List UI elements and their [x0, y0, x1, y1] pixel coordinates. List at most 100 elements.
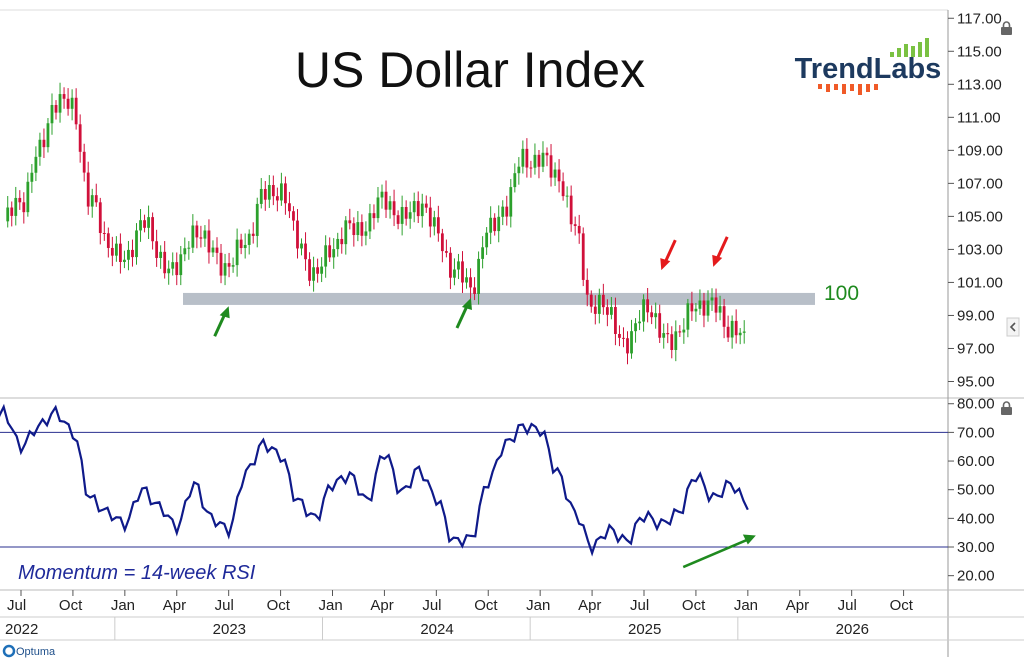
- price-candle: [585, 279, 589, 295]
- price-candle: [622, 337, 625, 339]
- price-candle: [332, 249, 336, 258]
- price-candle: [444, 251, 448, 253]
- price-candle: [147, 217, 150, 228]
- price-candle: [549, 155, 553, 178]
- month-tick-label: Oct: [267, 597, 291, 614]
- brand-logo-text: TrendLabs: [795, 53, 942, 85]
- year-label: 2026: [836, 621, 869, 638]
- resistance-test-arrowhead: [712, 254, 723, 267]
- price-candle: [215, 247, 219, 253]
- price-candle: [626, 338, 629, 354]
- month-tick-label: Oct: [682, 597, 706, 614]
- price-candle: [54, 105, 58, 113]
- month-tick-label: Jan: [526, 597, 550, 614]
- price-candle: [360, 222, 364, 236]
- brand-logo-bars-icon: [818, 38, 929, 95]
- price-candle: [151, 217, 155, 242]
- price-candle: [167, 268, 171, 274]
- price-candle: [593, 306, 597, 314]
- price-candle: [513, 173, 517, 188]
- price-candle: [432, 217, 436, 227]
- price-candle: [70, 97, 74, 109]
- month-tick-label: Apr: [578, 597, 601, 614]
- chart-title: US Dollar Index: [295, 42, 645, 98]
- price-panel: 117.00 115.00 113.00 111.00 109.00 107.00 105.…: [0, 9, 1024, 657]
- rsi-axis-tick-label: 60.00: [957, 453, 995, 470]
- price-candle: [340, 238, 344, 245]
- price-candle: [62, 94, 66, 99]
- date-axis: Jul Oct Jan Apr Jul Oct Jan Apr Jul Oct Jan Apr Jul O…: [0, 590, 1024, 641]
- price-candle: [638, 321, 641, 324]
- price-candle: [489, 217, 493, 233]
- price-candle: [300, 243, 303, 249]
- price-candle: [666, 333, 670, 335]
- price-candle: [352, 223, 356, 236]
- price-candle: [376, 197, 380, 219]
- lock-icon[interactable]: [1001, 21, 1012, 35]
- price-candle: [646, 299, 650, 313]
- price-candle: [316, 267, 320, 274]
- price-candle: [461, 261, 464, 283]
- price-axis-tick-label: 117.00: [957, 10, 1002, 27]
- price-candle: [569, 195, 573, 225]
- month-tick-label: Jul: [838, 597, 857, 614]
- price-candle: [505, 206, 509, 217]
- price-axis-tick-label: 105.00: [957, 208, 1003, 225]
- price-candle: [573, 224, 577, 226]
- price-candle: [312, 267, 315, 281]
- price-candle: [78, 124, 82, 152]
- price-candle: [42, 139, 46, 148]
- price-candle: [630, 331, 633, 354]
- month-tick-label: Oct: [890, 597, 914, 614]
- month-tick-label: Jan: [734, 597, 758, 614]
- price-candle: [219, 252, 223, 276]
- rsi-panel: 80.00 70.00 60.00 50.00 40.00 30.00 20.00: [0, 396, 1024, 591]
- price-candle: [46, 123, 50, 148]
- month-tick-label: Jul: [630, 597, 649, 614]
- price-candle: [372, 213, 376, 219]
- price-candle: [98, 202, 102, 234]
- price-candle: [440, 233, 444, 252]
- price-candle: [255, 203, 259, 236]
- support-bounce-arrowhead: [219, 306, 230, 319]
- price-candle: [279, 183, 283, 201]
- price-candle: [127, 249, 130, 260]
- price-candle: [30, 172, 34, 182]
- price-candle: [308, 259, 311, 281]
- price-candle: [408, 212, 412, 219]
- rsi-divergence-arrow: [682, 538, 749, 569]
- month-tick-label: Jul: [215, 597, 234, 614]
- price-candle: [686, 303, 690, 330]
- price-candle: [424, 203, 428, 208]
- price-candle: [714, 297, 718, 313]
- price-candle: [271, 185, 275, 197]
- price-candle: [738, 332, 742, 336]
- price-candle: [267, 185, 271, 200]
- month-tick-label: Jul: [422, 597, 441, 614]
- price-candle: [14, 197, 18, 216]
- month-tick-label: Apr: [370, 597, 393, 614]
- footer-brand-text: Optuma: [16, 646, 56, 658]
- price-candle: [348, 220, 352, 224]
- price-candle: [344, 220, 348, 245]
- price-candle: [601, 294, 605, 308]
- price-candle: [553, 169, 557, 178]
- price-candle: [123, 259, 126, 263]
- price-candle: [263, 188, 267, 200]
- rsi-divergence-arrowhead: [742, 534, 756, 545]
- price-candle: [199, 237, 203, 239]
- lock-icon[interactable]: [1001, 401, 1012, 415]
- price-candle: [139, 220, 142, 231]
- price-candle: [453, 269, 456, 278]
- price-axis-tick-label: 109.00: [957, 142, 1003, 159]
- price-candle: [336, 238, 340, 250]
- year-label: 2024: [420, 621, 453, 638]
- collapse-panel-icon[interactable]: [1006, 317, 1020, 337]
- price-candle: [436, 217, 440, 234]
- month-tick-label: Oct: [474, 597, 498, 614]
- price-candle: [392, 201, 396, 216]
- price-candle: [404, 207, 408, 219]
- rsi-axis-tick-label: 20.00: [957, 568, 995, 585]
- price-candle: [163, 251, 167, 274]
- resistance-test-arrowhead: [660, 258, 671, 271]
